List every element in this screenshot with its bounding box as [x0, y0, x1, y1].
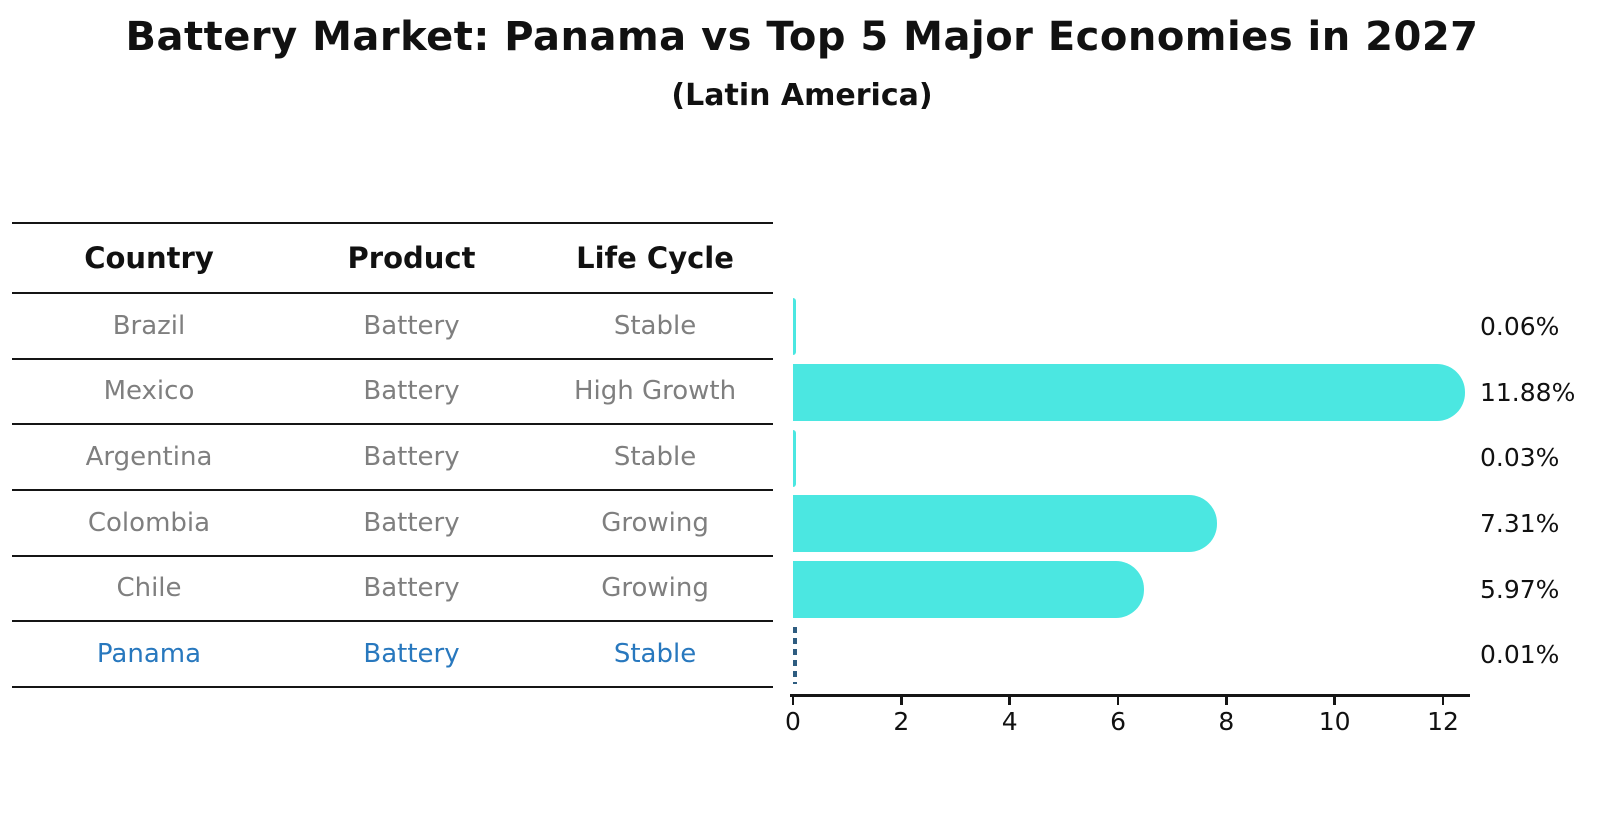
- value-label-chile: 5.97%: [1480, 574, 1560, 604]
- column-header-country: Country: [84, 241, 214, 275]
- x-tick-label-2: 2: [893, 707, 910, 736]
- cell-product: Battery: [363, 376, 460, 407]
- x-tick-mark-2: [900, 696, 903, 705]
- x-tick-label-4: 4: [1001, 707, 1018, 736]
- cell-product: Battery: [363, 310, 460, 341]
- table-row-panama: Panama Battery Stable: [12, 622, 773, 688]
- x-tick-mark-6: [1116, 696, 1120, 705]
- x-tick-mark-8: [1225, 696, 1228, 705]
- cell-country: Mexico: [103, 376, 195, 407]
- bar-brazil: [793, 298, 797, 356]
- cell-life-cycle: High Growth: [573, 376, 737, 407]
- cell-country: Argentina: [85, 442, 213, 473]
- x-tick-mark-10: [1333, 696, 1336, 705]
- cell-product: Battery: [363, 639, 460, 670]
- bar-panama: [793, 626, 797, 684]
- value-label-panama: 0.01%: [1480, 640, 1560, 670]
- cell-country: Chile: [116, 573, 182, 604]
- chart-title: Battery Market: Panama vs Top 5 Major Ec…: [125, 14, 1479, 60]
- value-label-colombia: 7.31%: [1480, 508, 1560, 538]
- x-tick-mark-0: [791, 696, 795, 705]
- cell-product: Battery: [363, 442, 460, 473]
- table-header-row: Country Product Life Cycle: [12, 222, 773, 294]
- cell-country: Brazil: [112, 310, 186, 341]
- table-row-chile: Chile Battery Growing: [12, 557, 773, 623]
- chart-subtitle: (Latin America): [671, 78, 933, 113]
- x-tick-label-10: 10: [1318, 707, 1351, 736]
- bar-colombia: [793, 495, 1217, 553]
- x-tick-label-0: 0: [785, 707, 801, 736]
- value-label-mexico: 11.88%: [1480, 377, 1576, 407]
- cell-country: Panama: [96, 639, 202, 670]
- bar-argentina: [793, 429, 796, 487]
- x-tick-mark-12: [1441, 696, 1445, 705]
- table-body: Brazil Battery Stable Mexico Battery High Gro…: [12, 294, 773, 688]
- value-label-brazil: 0.06%: [1480, 311, 1560, 341]
- x-tick-mark-4: [1008, 696, 1011, 705]
- table-row-argentina: Argentina Battery Stable: [12, 425, 773, 491]
- cell-life-cycle: Stable: [613, 310, 697, 341]
- cell-life-cycle: Growing: [601, 507, 709, 538]
- cell-product: Battery: [363, 507, 460, 538]
- x-tick-label-8: 8: [1218, 707, 1235, 736]
- cell-life-cycle: Stable: [613, 639, 697, 670]
- value-label-argentina: 0.03%: [1480, 443, 1560, 473]
- cell-country: Colombia: [87, 507, 211, 538]
- cell-product: Battery: [363, 573, 460, 604]
- table-row-mexico: Mexico Battery High Growth: [12, 360, 773, 426]
- x-tick-label-6: 6: [1110, 707, 1126, 736]
- bar-chile: [793, 561, 1145, 618]
- column-header-life-cycle: Life Cycle: [576, 241, 734, 275]
- bar-mexico: [793, 364, 1465, 421]
- cell-life-cycle: Stable: [613, 442, 697, 473]
- x-tick-label-12: 12: [1427, 707, 1459, 736]
- table-row-brazil: Brazil Battery Stable: [12, 294, 773, 360]
- column-header-product: Product: [347, 241, 476, 275]
- country-table: Country Product Life Cycle Brazil Battery St…: [12, 222, 773, 688]
- table-row-colombia: Colombia Battery Growing: [12, 491, 773, 557]
- x-axis-line: [790, 694, 1470, 697]
- cell-life-cycle: Growing: [601, 573, 709, 604]
